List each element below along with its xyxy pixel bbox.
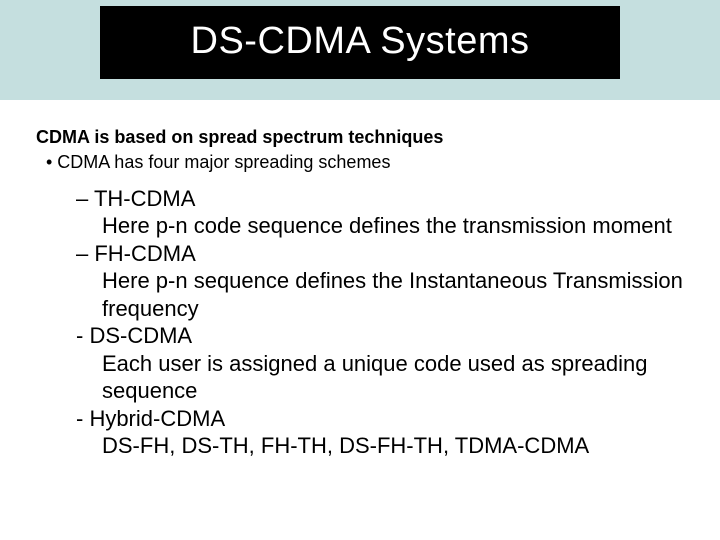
slide-title: DS-CDMA Systems (130, 20, 590, 63)
title-block: DS-CDMA Systems (100, 6, 620, 79)
scheme-desc: Here p-n code sequence defines the trans… (76, 212, 684, 240)
scheme-desc: DS-FH, DS-TH, FH-TH, DS-FH-TH, TDMA-CDMA (76, 432, 684, 460)
scheme-item: – FH-CDMA Here p-n sequence defines the … (76, 240, 684, 323)
scheme-head: - Hybrid-CDMA (76, 405, 684, 433)
bullet-line: • CDMA has four major spreading schemes (36, 151, 684, 174)
scheme-item: - DS-CDMA Each user is assigned a unique… (76, 322, 684, 405)
scheme-head: – TH-CDMA (76, 185, 684, 213)
intro-text: CDMA is based on spread spectrum techniq… (36, 126, 684, 149)
scheme-item: – TH-CDMA Here p-n code sequence defines… (76, 185, 684, 240)
scheme-head: – FH-CDMA (76, 240, 684, 268)
content-area: CDMA is based on spread spectrum techniq… (0, 100, 720, 460)
scheme-desc: Each user is assigned a unique code used… (76, 350, 684, 405)
scheme-head: - DS-CDMA (76, 322, 684, 350)
scheme-desc: Here p-n sequence defines the Instantane… (76, 267, 684, 322)
schemes-list: – TH-CDMA Here p-n code sequence defines… (36, 185, 684, 460)
scheme-item: - Hybrid-CDMA DS-FH, DS-TH, FH-TH, DS-FH… (76, 405, 684, 460)
header-band: DS-CDMA Systems (0, 0, 720, 100)
